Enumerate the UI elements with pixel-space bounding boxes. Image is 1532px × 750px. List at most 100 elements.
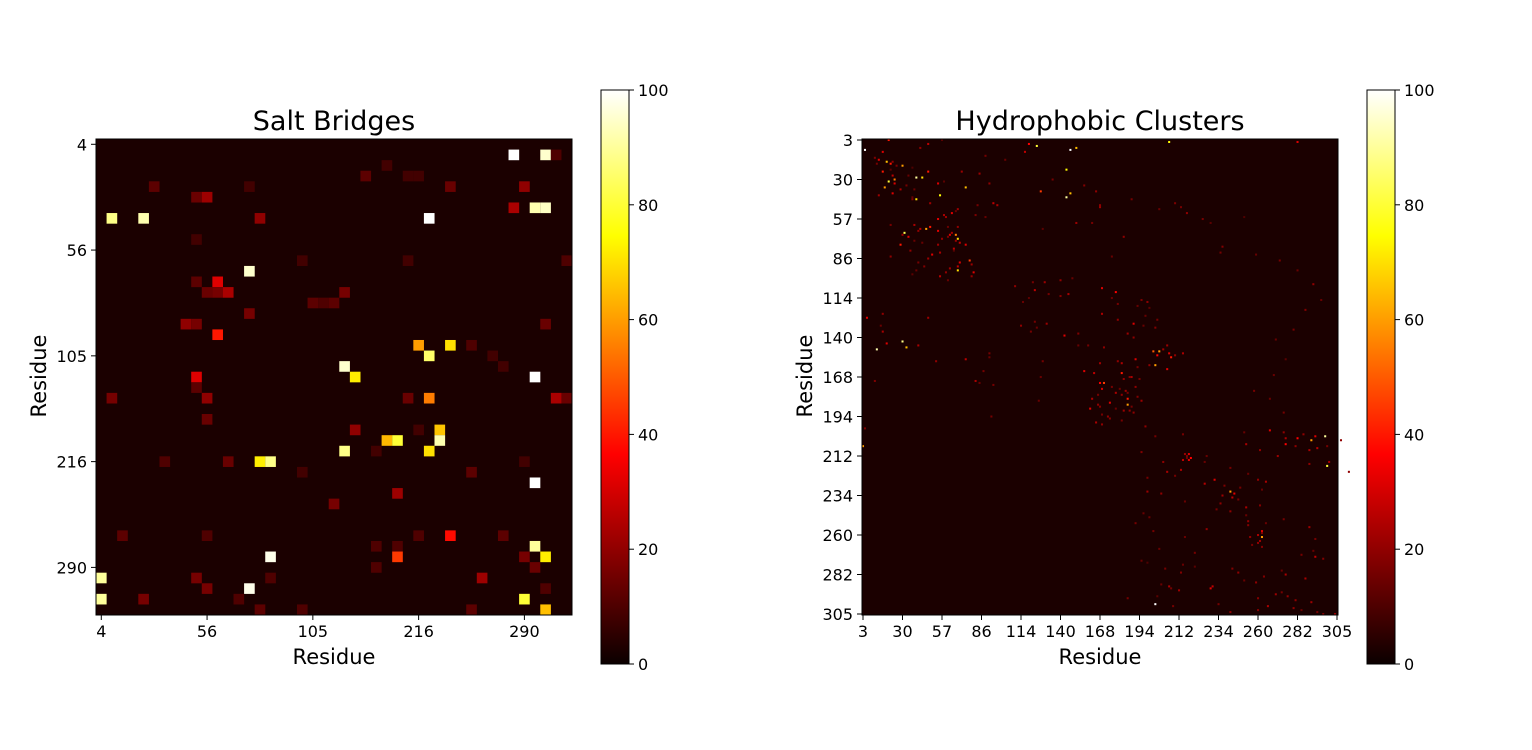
heatmap-cell [927,257,930,260]
heatmap-cell [1181,458,1184,461]
heatmap-cell [1262,575,1265,578]
heatmap-cell [1168,352,1171,355]
heatmap-cell [1120,419,1123,422]
colorbar-tick-label: 20 [638,540,658,559]
heatmap-cell [1304,577,1307,580]
heatmap-cell [1134,385,1137,388]
heatmap-cell [201,414,213,425]
heatmap-cell [942,214,946,217]
heatmap-cell [942,180,946,183]
heatmap-cell [917,344,920,347]
heatmap-cell [974,379,977,382]
heatmap-cell [917,261,920,264]
heatmap-cell [1033,320,1036,323]
heatmap-cell [970,275,973,278]
heatmap-cell [445,530,456,542]
heatmap-cell [1260,536,1263,539]
heatmap-cell [921,241,924,244]
heatmap-cell [1063,334,1066,337]
x-tick-label: 212 [1164,622,1195,641]
heatmap-cell [1264,480,1267,483]
heatmap-cell [339,361,350,372]
colorbar: 0 20 40 60 80 100 [600,81,669,674]
heatmap-cell [1233,492,1236,495]
heatmap-cell [1304,308,1307,311]
heatmap-cell [1316,611,1319,614]
heatmap-cell [1156,595,1159,598]
heatmap-cell [1099,206,1102,209]
heatmap-cell [1257,597,1260,600]
heatmap-cell [891,160,894,163]
colorbar-tick-label: 80 [1404,196,1424,215]
y-tick-label: 282 [822,566,853,585]
heatmap-cell [1099,362,1102,365]
heatmap-cell [106,392,118,404]
heatmap-cell [1219,502,1222,505]
heatmap-cell [950,231,953,234]
heatmap-cell [1075,146,1078,149]
heatmap-cell [96,593,107,605]
heatmap-cell [1284,573,1287,576]
colorbar-tick-label: 40 [638,425,658,444]
heatmap-cell [1128,376,1131,379]
heatmap-cell [1183,500,1186,503]
heatmap-cell [927,316,930,319]
heatmap-cell [911,273,914,276]
heatmap-cell [1312,283,1315,286]
colorbar-frame [1366,89,1396,665]
heatmap-cell [1181,563,1184,566]
heatmap-cell [191,572,202,584]
heatmap-cell [1099,405,1102,408]
heatmap-cell [1014,285,1017,288]
heatmap-cell [939,194,942,197]
heatmap-cell [1102,381,1105,384]
heatmap-cell [1259,449,1262,452]
heatmap-background [862,139,1338,615]
heatmap-cell [349,371,361,383]
heatmap-cell [1095,190,1098,193]
heatmap-cell [984,216,987,219]
heatmap-cell [1211,585,1214,588]
heatmap-cell [1156,354,1159,357]
heatmap-cell [540,149,551,161]
y-tick-label: 105 [56,347,87,366]
heatmap-cell [1100,387,1104,390]
heatmap-cell [954,239,957,242]
heatmap-cell [191,382,202,393]
x-tick-label: 3 [858,622,868,641]
heatmap-cell [1249,536,1252,539]
heatmap-cell [972,271,975,274]
colorbar-gradient [1367,90,1395,664]
heatmap-cell [887,139,890,142]
heatmap-cell [1251,543,1254,546]
heatmap-cell [944,271,947,274]
heatmap-cell [1083,184,1086,187]
x-tick-label: 234 [1203,622,1234,641]
heatmap-axes: 3 3 30 30 57 57 86 86 114 114 140 140 168 168 194 194 21… [822,131,1352,641]
heatmap-cell [1282,518,1285,521]
heatmap-cell [265,456,276,467]
heatmap-cell [191,191,202,203]
heatmap-cell [201,392,213,404]
heatmap-cell [937,218,940,221]
heatmap-cell [1116,318,1119,321]
heatmap-cell [529,202,541,214]
heatmap-cell [159,456,171,467]
heatmap-cell [1120,362,1123,365]
heatmap-cell [899,243,902,246]
heatmap-cell [1136,304,1139,307]
heatmap-cell [1020,324,1023,327]
heatmap-cell [1266,605,1269,608]
heatmap-cell [1253,389,1256,392]
heatmap-cell [519,551,530,563]
heatmap-cell [1334,613,1337,616]
heatmap-cell [1146,490,1149,493]
y-tick-label: 86 [833,249,853,268]
heatmap-cell [1264,522,1267,525]
heatmap-cell [1114,407,1117,410]
heatmap-cell [909,249,912,252]
heatmap-cell [1300,609,1303,612]
heatmap-cell [863,427,867,430]
heatmap-cell [1140,559,1143,562]
heatmap-cell [1071,277,1074,280]
